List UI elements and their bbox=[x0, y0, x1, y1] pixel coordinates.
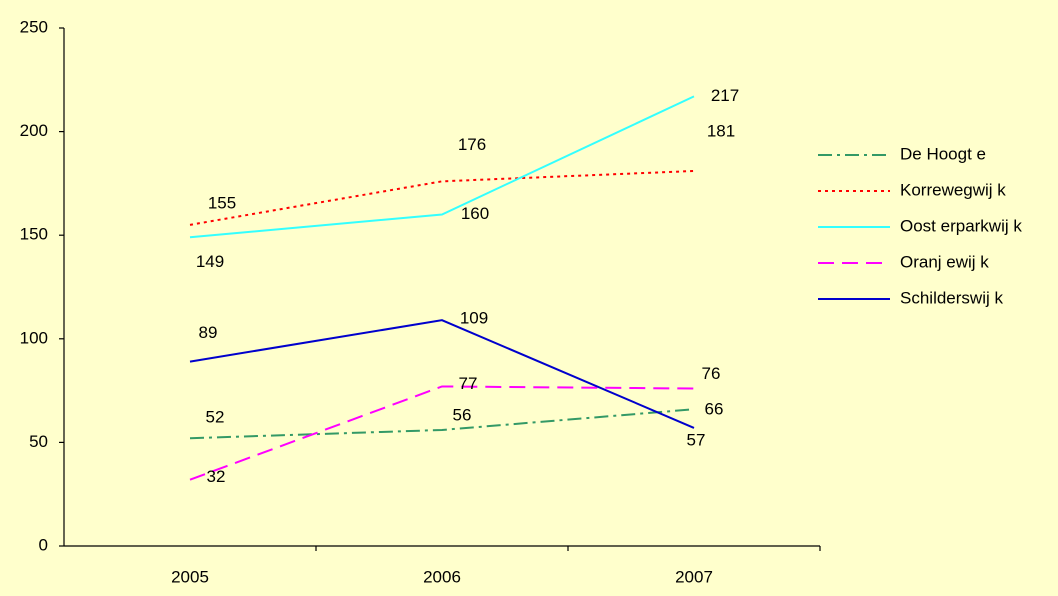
legend-label: Korrewegwij k bbox=[900, 180, 1006, 199]
data-label: 155 bbox=[208, 193, 236, 212]
y-tick-label: 100 bbox=[20, 328, 48, 347]
data-label: 66 bbox=[705, 400, 724, 419]
legend-label: Schilderswij k bbox=[900, 288, 1003, 307]
y-tick-label: 200 bbox=[20, 121, 48, 140]
data-label: 77 bbox=[459, 374, 478, 393]
data-label: 181 bbox=[707, 121, 735, 140]
legend-label: Oranj ewij k bbox=[900, 252, 989, 271]
data-label: 56 bbox=[453, 405, 472, 424]
x-tick-label: 2005 bbox=[171, 567, 209, 586]
data-label: 76 bbox=[702, 364, 721, 383]
data-label: 217 bbox=[711, 86, 739, 105]
series-line bbox=[189, 319, 695, 429]
y-tick-label: 150 bbox=[20, 225, 48, 244]
series-line bbox=[189, 95, 695, 239]
y-tick-label: 0 bbox=[39, 535, 48, 554]
data-label: 176 bbox=[458, 135, 486, 154]
data-label: 149 bbox=[196, 252, 224, 271]
series-line bbox=[189, 408, 695, 440]
series-line bbox=[189, 385, 695, 481]
data-label: 160 bbox=[461, 204, 489, 223]
y-tick-label: 50 bbox=[29, 432, 48, 451]
y-tick-label: 250 bbox=[20, 17, 48, 36]
legend-label: Oost erparkwij k bbox=[900, 216, 1022, 235]
data-label: 57 bbox=[687, 430, 706, 449]
series-line bbox=[189, 169, 695, 226]
data-label: 109 bbox=[460, 309, 488, 328]
data-label: 52 bbox=[206, 408, 225, 427]
x-tick-label: 2006 bbox=[423, 567, 461, 586]
data-label: 89 bbox=[199, 323, 218, 342]
x-tick-label: 2007 bbox=[675, 567, 713, 586]
legend-label: De Hoogt e bbox=[900, 144, 986, 163]
data-label: 32 bbox=[207, 467, 226, 486]
